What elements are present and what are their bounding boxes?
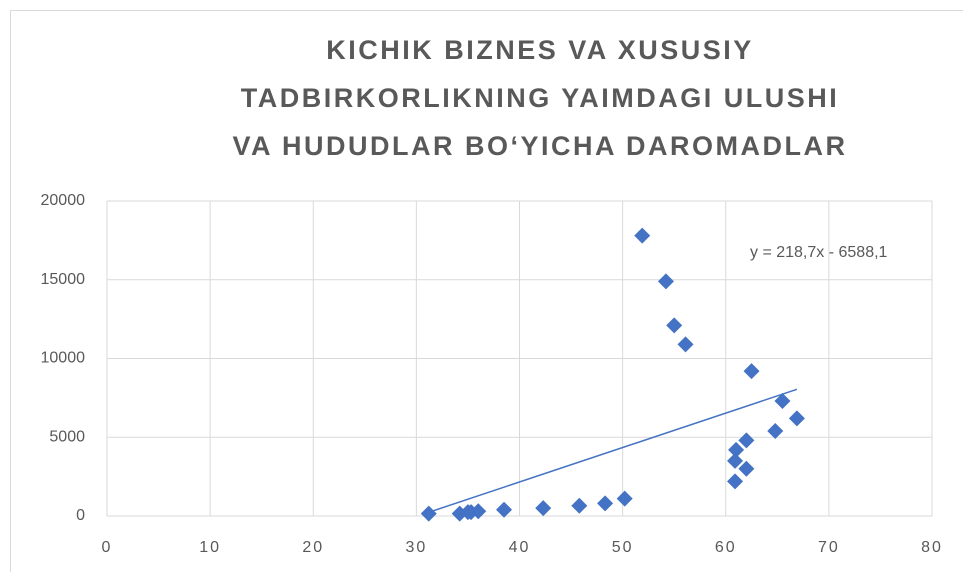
point [634,227,651,244]
chart-title: KICHIK BIZNES VA XUSUSIY [326,35,754,65]
x-tick-label: 70 [818,539,840,556]
x-tick-label: 50 [612,539,634,556]
point [788,410,805,427]
chart-title: TADBIRKORLIKNING YAIMDAGI ULUSHI [241,83,840,113]
point [728,441,745,458]
point [743,363,760,380]
y-tick-label: 5000 [49,428,85,445]
point [571,497,588,514]
point [470,503,487,520]
y-tick-label: 0 [76,507,85,524]
point [597,495,614,512]
x-tick-label: 60 [715,539,737,556]
x-tick-label: 10 [199,539,221,556]
trendline [428,388,798,514]
point [738,432,755,449]
point [420,505,437,522]
y-tick-label: 10000 [41,350,86,367]
point [774,393,791,410]
point [727,473,744,490]
point [657,273,674,290]
x-tick-label: 30 [405,539,427,556]
x-tick-label: 0 [102,539,113,556]
point [535,500,552,517]
x-tick-label: 80 [921,539,943,556]
y-tick-label: 20000 [41,192,86,209]
point [677,336,694,353]
x-tick-label: 40 [509,539,531,556]
point [616,490,633,507]
chart-frame [10,10,963,572]
point [727,452,744,469]
point [767,422,784,439]
point [738,460,755,477]
trendline-label: y = 218,7x - 6588,1 [750,244,888,261]
y-tick-label: 15000 [41,271,86,288]
point [496,501,513,518]
chart-title: VA HUDUDLAR BO‘YICHA DAROMADLAR [233,131,848,161]
x-tick-label: 20 [302,539,324,556]
point [666,317,683,334]
